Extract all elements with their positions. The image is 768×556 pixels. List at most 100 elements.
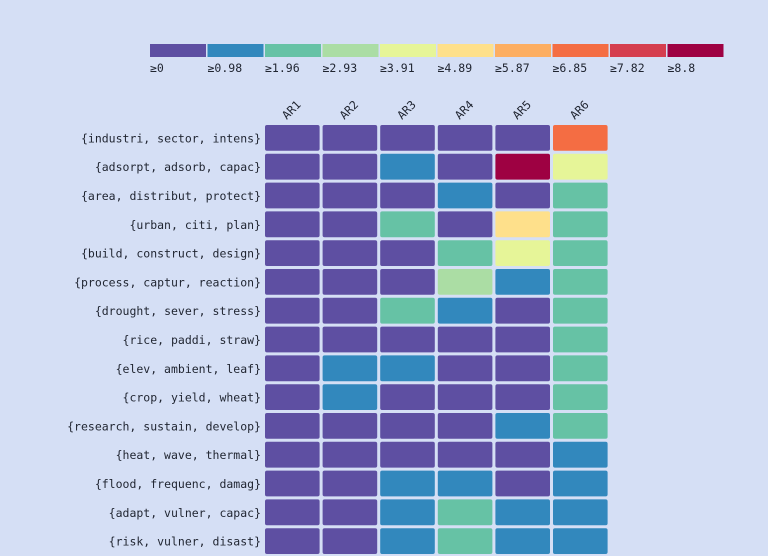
heatmap-cell-r13-c5 <box>553 499 608 526</box>
heatmap-cell-r4-c4 <box>495 240 550 266</box>
heatmap-cell-r2-c5 <box>553 182 608 209</box>
heatmap-cell-r7-c0 <box>265 326 320 353</box>
heatmap-cell-r11-c1 <box>322 441 378 468</box>
heatmap-cell-r2-c3 <box>437 182 493 209</box>
heatmap-cell-r5-c1 <box>322 269 378 295</box>
heatmap-cell-r11-c2 <box>380 441 435 468</box>
heatmap-cell-r3-c2 <box>380 211 435 238</box>
heatmap-cell-r9-c4 <box>495 384 550 410</box>
heatmap-cell-r4-c3 <box>437 240 493 266</box>
heatmap-cell-r13-c4 <box>495 499 550 526</box>
heatmap-cell-r12-c1 <box>322 470 378 497</box>
heatmap-cell-r6-c0 <box>265 297 320 324</box>
heatmap-cell-r12-c5 <box>553 470 608 497</box>
y-tick-label-4: {build, construct, design} <box>81 247 261 261</box>
heatmap-cell-r3-c3 <box>437 211 493 238</box>
legend-label-7: ≥6.85 <box>553 61 588 75</box>
legend-swatch-4 <box>380 44 436 57</box>
heatmap-cell-r7-c5 <box>553 326 608 353</box>
heatmap-cell-r10-c3 <box>437 413 493 439</box>
heatmap-cell-r11-c5 <box>553 441 608 468</box>
heatmap-cell-r5-c4 <box>495 269 550 295</box>
heatmap-cell-r14-c4 <box>495 528 550 554</box>
legend-swatch-2 <box>265 44 321 57</box>
heatmap-cell-r13-c3 <box>437 499 493 526</box>
x-tick-label-4: AR5 <box>509 98 534 123</box>
legend-swatch-3 <box>322 44 379 57</box>
heatmap-cell-r9-c1 <box>322 384 378 410</box>
heatmap-cell-r1-c2 <box>380 153 435 180</box>
heatmap-cell-r5-c3 <box>437 269 493 295</box>
heatmap-cell-r0-c0 <box>265 125 320 151</box>
heatmap-cell-r7-c1 <box>322 326 378 353</box>
heatmap-cell-r1-c1 <box>322 153 378 180</box>
heatmap-cell-r13-c0 <box>265 499 320 526</box>
y-tick-label-1: {adsorpt, adsorb, capac} <box>95 160 261 174</box>
heatmap-cell-r9-c3 <box>437 384 493 410</box>
legend-label-8: ≥7.82 <box>610 61 645 75</box>
heatmap-cell-r6-c5 <box>553 297 608 324</box>
legend-swatch-8 <box>610 44 666 57</box>
heatmap-cell-r7-c3 <box>437 326 493 353</box>
legend-label-2: ≥1.96 <box>265 61 300 75</box>
x-tick-label-5: AR6 <box>567 97 592 122</box>
heatmap-cell-r8-c3 <box>437 355 493 382</box>
heatmap-cell-r6-c4 <box>495 297 550 324</box>
y-tick-label-14: {risk, vulner, disast} <box>109 535 261 549</box>
heatmap-cell-r11-c4 <box>495 441 550 468</box>
heatmap-cell-r2-c4 <box>495 182 550 209</box>
x-tick-label-1: AR2 <box>337 98 362 123</box>
heatmap-cell-r10-c1 <box>322 413 378 439</box>
heatmap-cell-r1-c5 <box>553 153 608 180</box>
legend-swatch-6 <box>495 44 551 57</box>
heatmap-cell-r9-c5 <box>553 384 608 410</box>
legend-label-1: ≥0.98 <box>208 61 243 75</box>
heatmap-cell-r1-c3 <box>437 153 493 180</box>
y-tick-label-11: {heat, wave, thermal} <box>116 448 261 462</box>
legend-swatch-1 <box>207 44 264 57</box>
y-tick-label-3: {urban, citi, plan} <box>129 218 261 232</box>
y-tick-label-13: {adapt, vulner, capac} <box>109 506 261 520</box>
y-tick-label-0: {industri, sector, intens} <box>81 131 261 145</box>
heatmap-cell-r13-c1 <box>322 499 378 526</box>
heatmap-cell-r7-c4 <box>495 326 550 353</box>
legend-swatch-9 <box>667 44 724 57</box>
heatmap-cell-r2-c2 <box>380 182 435 209</box>
heatmap-cell-r4-c2 <box>380 240 435 266</box>
heatmap-cell-r10-c0 <box>265 413 320 439</box>
heatmap-cell-r8-c4 <box>495 355 550 382</box>
heatmap-cell-r12-c3 <box>437 470 493 497</box>
heatmap-cell-r6-c3 <box>437 297 493 324</box>
heatmap-cell-r11-c0 <box>265 441 320 468</box>
heatmap-cell-r12-c0 <box>265 470 320 497</box>
heatmap-cell-r3-c4 <box>495 211 550 238</box>
heatmap-cell-r10-c2 <box>380 413 435 439</box>
heatmap-cell-r14-c5 <box>553 528 608 554</box>
heatmap-cell-r4-c5 <box>553 240 608 266</box>
heatmap-cell-r14-c1 <box>322 528 378 554</box>
heatmap-cell-r2-c1 <box>322 182 378 209</box>
legend-label-9: ≥8.8 <box>668 61 696 75</box>
heatmap-cell-r2-c0 <box>265 182 320 209</box>
legend-swatch-7 <box>552 44 609 57</box>
legend-label-0: ≥0 <box>150 61 164 75</box>
y-tick-label-10: {research, sustain, develop} <box>67 419 261 433</box>
y-tick-label-6: {drought, sever, stress} <box>95 304 261 318</box>
heatmap-cell-r14-c0 <box>265 528 320 554</box>
heatmap-cell-r9-c0 <box>265 384 320 410</box>
heatmap-cell-r4-c1 <box>322 240 378 266</box>
x-tick-label-2: AR3 <box>394 97 419 122</box>
heatmap-cell-r9-c2 <box>380 384 435 410</box>
legend-label-4: ≥3.91 <box>380 61 415 75</box>
y-tick-label-12: {flood, frequenc, damag} <box>95 477 261 491</box>
heatmap-cell-r0-c4 <box>495 125 550 151</box>
y-tick-label-5: {process, captur, reaction} <box>74 275 261 289</box>
heatmap-cell-r14-c2 <box>380 528 435 554</box>
heatmap-cell-r8-c2 <box>380 355 435 382</box>
heatmap-cell-r1-c4 <box>495 153 550 180</box>
heatmap-cell-r5-c2 <box>380 269 435 295</box>
heatmap-cell-r10-c4 <box>495 413 550 439</box>
heatmap-cell-r10-c5 <box>553 413 608 439</box>
heatmap-cell-r5-c5 <box>553 269 608 295</box>
